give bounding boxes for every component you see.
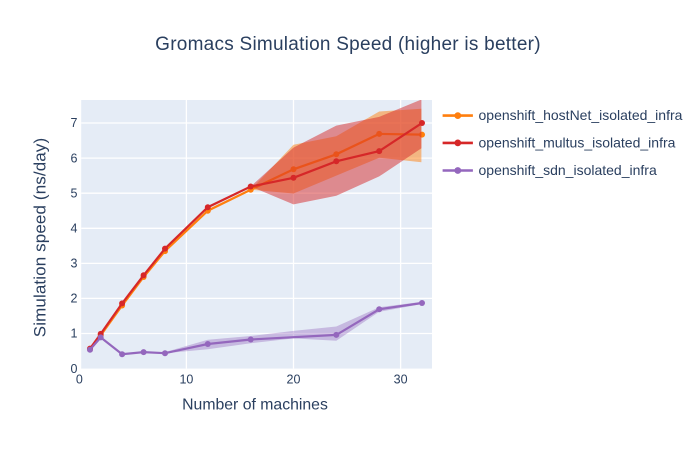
svg-text:30: 30 <box>394 372 408 386</box>
svg-text:Number of machines: Number of machines <box>182 397 328 414</box>
svg-text:1: 1 <box>71 327 78 341</box>
svg-text:openshift_hostNet_isolated_inf: openshift_hostNet_isolated_infra <box>479 107 683 123</box>
svg-text:openshift_multus_isolated_infr: openshift_multus_isolated_infra <box>479 134 676 150</box>
svg-text:6: 6 <box>71 151 78 165</box>
svg-text:3: 3 <box>71 257 78 271</box>
svg-text:Gromacs Simulation Speed (high: Gromacs Simulation Speed (higher is bett… <box>155 34 541 55</box>
svg-text:4: 4 <box>71 222 78 236</box>
svg-text:2: 2 <box>71 292 78 306</box>
svg-text:10: 10 <box>179 372 193 386</box>
svg-text:Simulation speed (ns/day): Simulation speed (ns/day) <box>31 138 50 338</box>
svg-text:20: 20 <box>287 372 301 386</box>
svg-text:0: 0 <box>76 372 83 386</box>
svg-text:0: 0 <box>71 362 78 376</box>
svg-text:7: 7 <box>71 116 78 130</box>
svg-text:5: 5 <box>71 186 78 200</box>
svg-text:openshift_sdn_isolated_infra: openshift_sdn_isolated_infra <box>479 162 657 178</box>
